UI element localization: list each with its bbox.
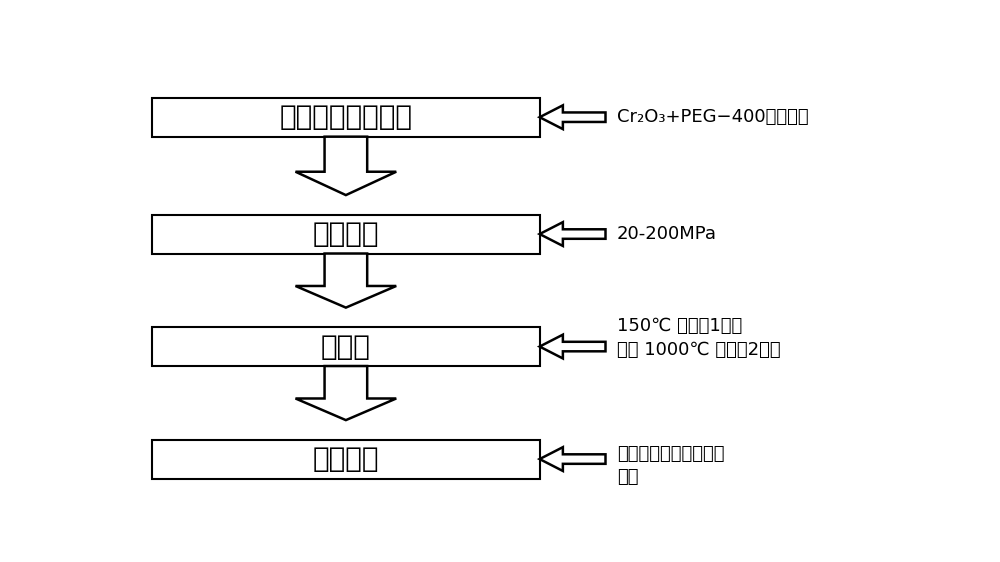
Polygon shape xyxy=(540,447,606,471)
Text: Cr₂O₃+PEG−400混合研磨: Cr₂O₃+PEG−400混合研磨 xyxy=(617,108,809,126)
Text: 20-200MPa: 20-200MPa xyxy=(617,225,717,243)
FancyBboxPatch shape xyxy=(152,327,540,366)
FancyBboxPatch shape xyxy=(152,439,540,479)
Polygon shape xyxy=(540,334,606,359)
Text: 原始粉末混合研磨: 原始粉末混合研磨 xyxy=(279,103,412,131)
Text: 反应烧结: 反应烧结 xyxy=(313,445,379,473)
Polygon shape xyxy=(296,137,396,195)
Polygon shape xyxy=(296,366,396,420)
Text: 冷等静压: 冷等静压 xyxy=(313,220,379,248)
Text: 通入混合气体进行烧结
反应: 通入混合气体进行烧结 反应 xyxy=(617,445,725,486)
FancyBboxPatch shape xyxy=(152,215,540,253)
FancyBboxPatch shape xyxy=(152,98,540,137)
Polygon shape xyxy=(540,222,606,246)
Polygon shape xyxy=(296,253,396,307)
Text: 预烧结: 预烧结 xyxy=(321,333,371,361)
Polygon shape xyxy=(540,105,606,129)
Text: 150℃ 预烧结1小时
然后 1000℃ 预烧结2小时: 150℃ 预烧结1小时 然后 1000℃ 预烧结2小时 xyxy=(617,317,781,359)
